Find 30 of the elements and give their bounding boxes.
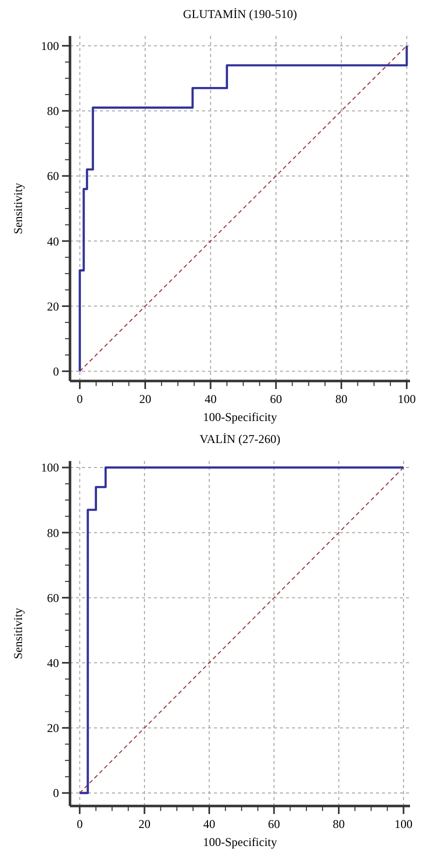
y-tick-label: 60 <box>47 590 59 605</box>
y-tick-label: 80 <box>47 526 59 540</box>
x-tick-label: 80 <box>335 392 348 406</box>
x-tick-label: 20 <box>139 392 152 406</box>
chart-title: VALİN (27-260) <box>200 432 280 446</box>
y-tick-label: 20 <box>47 299 59 314</box>
x-tick-label: 40 <box>204 392 217 406</box>
y-tick-label: 100 <box>41 460 59 475</box>
y-axis-title: Sensitivity <box>11 182 25 234</box>
x-tick-label: 40 <box>203 817 216 831</box>
y-tick-label: 0 <box>53 786 59 800</box>
y-tick-label: 20 <box>47 721 59 736</box>
y-tick-label: 0 <box>53 364 59 378</box>
y-axis-title: Sensitivity <box>11 608 25 660</box>
x-tick-label: 100 <box>394 817 413 831</box>
x-axis-title: 100-Specificity <box>203 835 277 849</box>
y-tick-label: 40 <box>47 234 59 248</box>
y-tick-label: 60 <box>47 169 59 184</box>
x-tick-label: 80 <box>332 817 345 831</box>
y-tick-label: 80 <box>47 104 59 118</box>
x-tick-label: 60 <box>268 817 280 831</box>
x-tick-label: 0 <box>76 817 83 831</box>
y-tick-label: 100 <box>41 38 59 53</box>
x-tick-label: 0 <box>76 392 83 406</box>
chart-title: GLUTAMİN (190-510) <box>182 7 298 21</box>
x-axis-title: 100-Specificity <box>203 410 277 424</box>
x-tick-label: 20 <box>138 817 150 831</box>
x-tick-label: 60 <box>270 392 282 406</box>
x-tick-label: 100 <box>398 392 416 406</box>
y-tick-label: 40 <box>47 656 59 670</box>
